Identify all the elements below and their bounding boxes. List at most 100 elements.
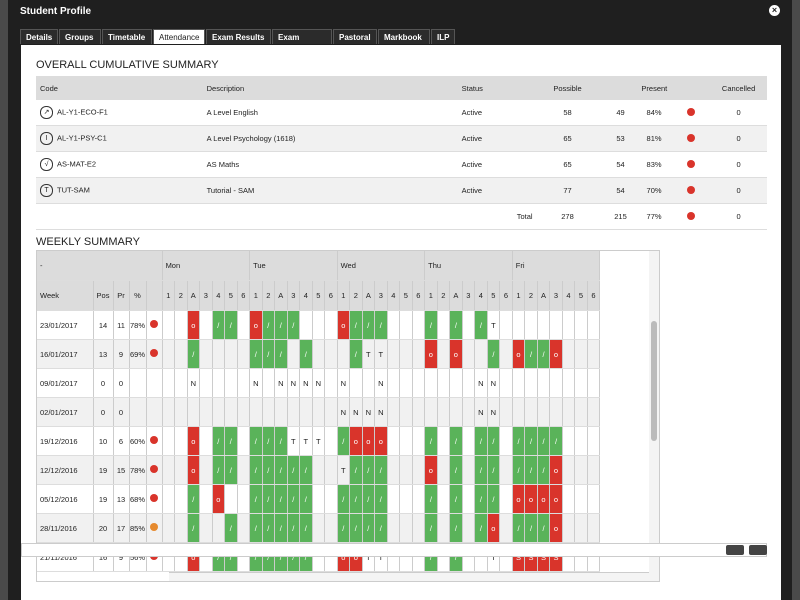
attendance-mark[interactable]: / <box>449 426 463 456</box>
attendance-mark[interactable] <box>412 426 426 456</box>
tab-timetable[interactable]: Timetable <box>102 29 152 44</box>
attendance-mark[interactable] <box>162 513 176 543</box>
attendance-mark[interactable]: o <box>549 513 563 543</box>
attendance-mark[interactable] <box>399 426 413 456</box>
attendance-mark[interactable] <box>237 397 251 427</box>
attendance-mark[interactable]: / <box>287 484 301 514</box>
attendance-mark[interactable] <box>574 484 588 514</box>
attendance-mark[interactable]: / <box>374 310 388 340</box>
attendance-mark[interactable] <box>162 426 176 456</box>
attendance-mark[interactable] <box>224 368 238 398</box>
attendance-mark[interactable] <box>212 513 226 543</box>
col-code[interactable]: Code <box>36 76 203 100</box>
attendance-mark[interactable] <box>549 310 563 340</box>
attendance-mark[interactable] <box>162 397 176 427</box>
attendance-mark[interactable]: / <box>487 426 501 456</box>
attendance-mark[interactable]: / <box>487 455 501 485</box>
attendance-mark[interactable] <box>387 310 401 340</box>
attendance-mark[interactable] <box>262 368 276 398</box>
attendance-mark[interactable] <box>587 426 601 456</box>
attendance-mark[interactable]: / <box>512 513 526 543</box>
attendance-mark[interactable]: / <box>299 484 313 514</box>
attendance-mark[interactable]: / <box>212 310 226 340</box>
attendance-mark[interactable]: / <box>362 310 376 340</box>
attendance-mark[interactable] <box>462 513 476 543</box>
attendance-mark[interactable]: N <box>374 397 388 427</box>
export-icon[interactable] <box>726 545 744 555</box>
attendance-mark[interactable] <box>574 426 588 456</box>
attendance-mark[interactable] <box>499 484 513 514</box>
attendance-mark[interactable] <box>312 513 326 543</box>
attendance-mark[interactable] <box>224 484 238 514</box>
attendance-mark[interactable]: o <box>249 310 263 340</box>
attendance-mark[interactable] <box>199 397 213 427</box>
col-description[interactable]: Description <box>202 76 458 100</box>
attendance-mark[interactable] <box>499 513 513 543</box>
attendance-mark[interactable] <box>387 455 401 485</box>
attendance-mark[interactable] <box>299 397 313 427</box>
attendance-mark[interactable]: / <box>512 455 526 485</box>
attendance-mark[interactable] <box>249 397 263 427</box>
attendance-mark[interactable] <box>199 513 213 543</box>
attendance-mark[interactable] <box>212 339 226 369</box>
attendance-mark[interactable] <box>562 455 576 485</box>
attendance-mark[interactable] <box>512 368 526 398</box>
attendance-mark[interactable]: / <box>274 513 288 543</box>
attendance-mark[interactable] <box>412 368 426 398</box>
attendance-mark[interactable] <box>562 310 576 340</box>
attendance-mark[interactable] <box>324 339 338 369</box>
attendance-mark[interactable]: / <box>537 339 551 369</box>
attendance-mark[interactable] <box>162 310 176 340</box>
attendance-mark[interactable]: / <box>187 339 201 369</box>
attendance-mark[interactable]: T <box>337 455 351 485</box>
attendance-mark[interactable]: / <box>474 455 488 485</box>
attendance-mark[interactable] <box>412 339 426 369</box>
attendance-mark[interactable] <box>399 310 413 340</box>
attendance-mark[interactable] <box>174 484 188 514</box>
attendance-mark[interactable]: / <box>537 426 551 456</box>
attendance-mark[interactable]: o <box>187 455 201 485</box>
col-pos[interactable]: Pos <box>93 280 114 311</box>
attendance-mark[interactable] <box>512 397 526 427</box>
attendance-mark[interactable]: / <box>474 484 488 514</box>
attendance-mark[interactable]: / <box>224 455 238 485</box>
attendance-mark[interactable] <box>437 513 451 543</box>
attendance-mark[interactable] <box>174 310 188 340</box>
attendance-mark[interactable] <box>437 455 451 485</box>
attendance-mark[interactable]: / <box>274 484 288 514</box>
attendance-mark[interactable] <box>337 339 351 369</box>
attendance-mark[interactable] <box>562 368 576 398</box>
attendance-mark[interactable] <box>587 339 601 369</box>
attendance-mark[interactable]: / <box>249 484 263 514</box>
attendance-mark[interactable]: o <box>549 484 563 514</box>
attendance-mark[interactable] <box>587 484 601 514</box>
attendance-mark[interactable] <box>387 484 401 514</box>
attendance-mark[interactable] <box>412 513 426 543</box>
attendance-mark[interactable] <box>199 368 213 398</box>
col-cancelled[interactable]: Cancelled <box>710 76 767 100</box>
attendance-mark[interactable]: / <box>287 310 301 340</box>
attendance-mark[interactable]: / <box>262 339 276 369</box>
attendance-mark[interactable]: / <box>362 484 376 514</box>
attendance-mark[interactable] <box>174 426 188 456</box>
attendance-mark[interactable]: / <box>262 513 276 543</box>
attendance-mark[interactable] <box>574 513 588 543</box>
attendance-mark[interactable]: o <box>374 426 388 456</box>
attendance-mark[interactable] <box>574 397 588 427</box>
attendance-mark[interactable] <box>237 368 251 398</box>
attendance-mark[interactable] <box>199 455 213 485</box>
attendance-mark[interactable] <box>199 484 213 514</box>
attendance-mark[interactable] <box>537 310 551 340</box>
attendance-mark[interactable] <box>387 339 401 369</box>
attendance-mark[interactable] <box>562 339 576 369</box>
attendance-mark[interactable] <box>587 397 601 427</box>
attendance-mark[interactable]: / <box>487 339 501 369</box>
attendance-mark[interactable] <box>324 310 338 340</box>
tab-exam-results[interactable]: Exam Results <box>206 29 271 44</box>
attendance-mark[interactable] <box>262 397 276 427</box>
attendance-mark[interactable] <box>399 368 413 398</box>
attendance-mark[interactable]: / <box>362 513 376 543</box>
attendance-mark[interactable]: / <box>424 484 438 514</box>
attendance-mark[interactable] <box>474 339 488 369</box>
attendance-mark[interactable] <box>324 513 338 543</box>
